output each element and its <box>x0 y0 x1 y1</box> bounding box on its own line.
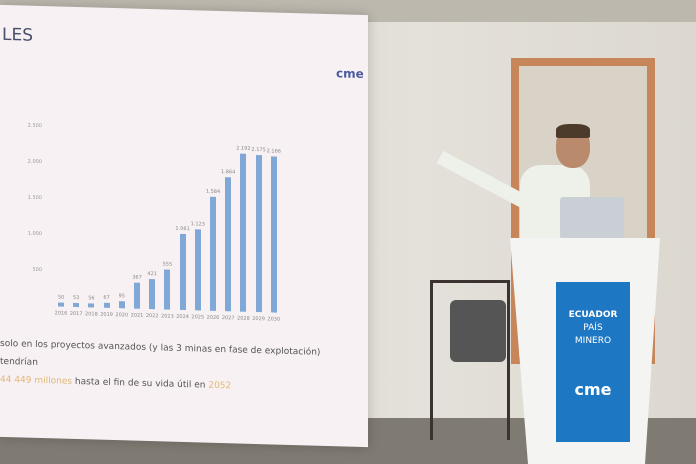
bar-2027 <box>225 176 232 312</box>
backpack <box>450 300 506 362</box>
value-label: 2.192 <box>236 145 251 153</box>
value-label: 1.123 <box>190 221 205 228</box>
cme-logo: cme <box>336 66 364 82</box>
x-tick-label: 2020 <box>115 312 129 319</box>
x-tick-label: 2021 <box>130 312 144 319</box>
bar-2016 <box>58 302 64 307</box>
value-label: 2.175 <box>251 147 266 154</box>
x-tick-label: 2019 <box>100 311 113 319</box>
year-highlight: 2052 <box>208 380 232 392</box>
amount-highlight: 44 449 millones <box>0 374 73 387</box>
bar-2029 <box>255 155 262 313</box>
bar-2020 <box>118 301 125 309</box>
value-label: 56 <box>88 295 95 302</box>
x-tick-label: 2022 <box>145 312 159 320</box>
banner-logo: cme <box>574 380 612 399</box>
presenter-hair <box>556 124 590 138</box>
x-tick-label: 2016 <box>54 310 68 317</box>
bar-2026 <box>210 196 216 311</box>
bar-2028 <box>240 153 247 312</box>
x-tick-label: 2026 <box>206 314 220 321</box>
bar-2024 <box>179 233 186 311</box>
y-tick-label: 2.500 <box>27 122 42 130</box>
chair <box>430 280 510 440</box>
bar-2017 <box>73 303 80 308</box>
value-label: 50 <box>57 294 65 302</box>
value-label: 67 <box>103 294 110 302</box>
y-tick-label: 2.000 <box>27 158 42 166</box>
bar-2023 <box>164 269 171 310</box>
value-label: 1.864 <box>221 168 236 176</box>
bar-2025 <box>194 229 201 311</box>
bar-2018 <box>88 303 95 308</box>
x-tick-label: 2023 <box>161 313 174 320</box>
bar-chart: 500 1.000 1.500 2.000 2.500 50 2016 53 2017 56 201… <box>20 105 300 333</box>
value-label: 421 <box>147 270 157 277</box>
value-label: 1.584 <box>205 188 221 195</box>
x-tick-label: 2024 <box>176 313 189 321</box>
banner-line3: MINERO <box>574 336 612 346</box>
banner-line2: PAÍS <box>583 323 603 333</box>
x-tick-label: 2030 <box>267 316 281 323</box>
y-tick-label: 1.000 <box>27 230 42 238</box>
bar-2022 <box>149 278 156 310</box>
slide-title: LES <box>2 24 34 46</box>
laptop <box>560 197 624 239</box>
x-tick-label: 2017 <box>69 310 83 318</box>
x-tick-label: 2029 <box>252 315 265 323</box>
value-label: 555 <box>162 261 173 268</box>
y-tick-label: 500 <box>32 266 42 274</box>
podium-banner: ECUADOR PAÍS MINERO cme <box>556 282 630 442</box>
x-tick-label: 2028 <box>237 315 250 322</box>
projection-screen: LES cme 500 1.000 1.500 2.000 2.500 50 2016 53 2… <box>0 4 368 448</box>
x-tick-label: 2027 <box>221 315 235 322</box>
x-tick-label: 2025 <box>191 314 205 321</box>
y-tick-label: 1.500 <box>27 194 42 202</box>
bar-2021 <box>134 282 140 309</box>
bar-2030 <box>270 156 277 313</box>
value-label: 95 <box>118 293 125 300</box>
banner-line1: ECUADOR <box>568 310 618 320</box>
x-tick-label: 2018 <box>85 311 98 318</box>
value-label: 367 <box>132 274 142 281</box>
value-label: 1.061 <box>175 225 190 232</box>
value-label: 2.166 <box>266 148 281 155</box>
bar-2019 <box>103 302 110 308</box>
value-label: 53 <box>73 295 80 302</box>
slide-text: solo en los proyectos avanzados (y las 3… <box>0 335 360 399</box>
text-rest: hasta el fin de su vida útil en <box>72 376 209 391</box>
